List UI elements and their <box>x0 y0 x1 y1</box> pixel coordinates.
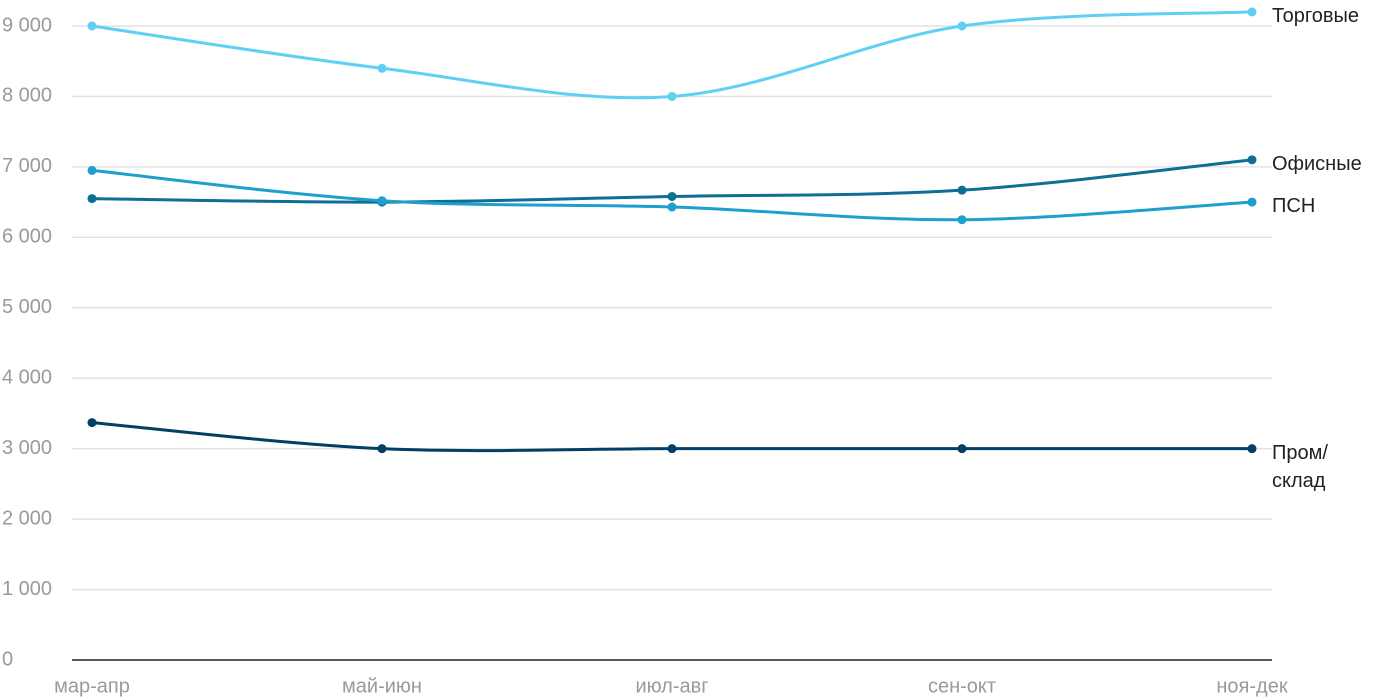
data-point <box>87 165 97 175</box>
y-tick-label: 3 000 <box>2 437 52 459</box>
data-point <box>667 191 677 201</box>
y-tick-label: 4 000 <box>2 367 52 389</box>
data-point <box>87 194 97 204</box>
data-point <box>377 63 387 73</box>
series-label: Офисные <box>1272 152 1362 175</box>
x-tick-label: мар-апр <box>54 675 130 697</box>
series-line <box>91 10 1253 100</box>
x-tick-label: май-июн <box>342 675 422 697</box>
y-tick-label: 2 000 <box>2 507 52 529</box>
series-label: ПСН <box>1272 195 1316 218</box>
x-tick-label: сен-окт <box>928 675 996 697</box>
data-point <box>957 185 967 195</box>
y-tick-label: 7 000 <box>2 155 52 177</box>
y-tick-label: 0 <box>2 648 13 670</box>
data-point <box>1247 444 1257 454</box>
y-tick-label: 5 000 <box>2 296 52 318</box>
data-point <box>1247 197 1257 207</box>
data-point <box>377 444 387 454</box>
data-point <box>957 21 967 31</box>
data-point <box>957 215 967 225</box>
series-label: Пром/ склад <box>1272 441 1328 492</box>
data-point <box>377 196 387 206</box>
data-point <box>1247 7 1257 17</box>
data-point <box>87 418 97 428</box>
y-tick-label: 1 000 <box>2 578 52 600</box>
data-point <box>1247 155 1257 165</box>
y-tick-label: 8 000 <box>2 85 52 107</box>
y-tick-label: 9 000 <box>2 14 52 36</box>
x-tick-label: июл-авг <box>635 675 708 697</box>
data-point <box>667 444 677 454</box>
series-label: Торговые <box>1272 4 1360 27</box>
data-point <box>87 21 97 31</box>
x-tick-label: ноя-дек <box>1216 675 1287 697</box>
data-point <box>667 91 677 101</box>
data-point <box>667 202 677 212</box>
y-tick-label: 6 000 <box>2 226 52 248</box>
data-point <box>957 444 967 454</box>
